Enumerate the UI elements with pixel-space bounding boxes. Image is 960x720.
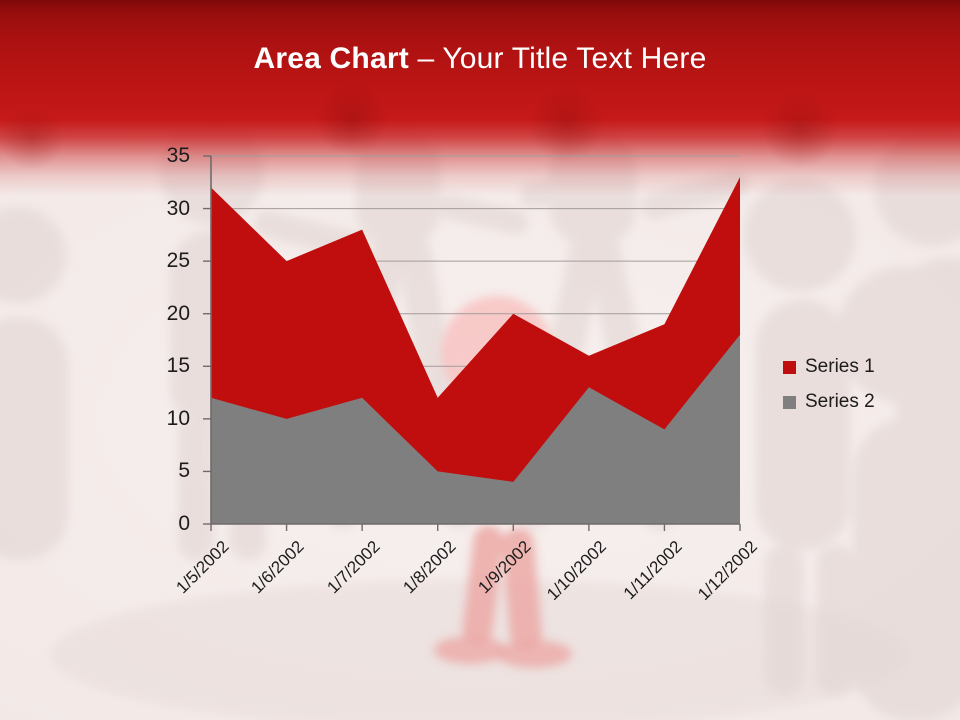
slide-title: Area Chart – Your Title Text Here bbox=[0, 42, 960, 76]
y-axis-tick-label: 35 bbox=[166, 144, 190, 167]
legend-item-series-2: Series 2 bbox=[783, 391, 875, 413]
y-axis-tick-label: 0 bbox=[178, 512, 190, 535]
y-axis-tick-label: 25 bbox=[166, 249, 190, 273]
series-1-swatch bbox=[783, 360, 796, 374]
y-axis-tick-label: 30 bbox=[166, 196, 190, 220]
x-axis-tick-label: 1/12/2002 bbox=[694, 537, 762, 604]
x-axis-tick-label: 1/5/2002 bbox=[172, 537, 233, 598]
slide-title-emphasis: Area Chart bbox=[253, 42, 409, 75]
series-1-label: Series 1 bbox=[805, 356, 875, 377]
x-axis-tick-label: 1/7/2002 bbox=[323, 537, 384, 598]
x-axis-tick-label: 1/11/2002 bbox=[619, 537, 686, 604]
slide-title-text: – Your Title Text Here bbox=[408, 42, 707, 75]
y-axis-tick-label: 5 bbox=[178, 459, 190, 483]
y-axis-tick-label: 15 bbox=[166, 354, 190, 378]
y-axis-tick-label: 20 bbox=[166, 301, 190, 325]
x-axis-tick-label: 1/8/2002 bbox=[398, 537, 460, 598]
title-banner bbox=[0, 0, 960, 196]
chart-legend: Series 1 Series 2 bbox=[783, 356, 875, 426]
plot-area bbox=[203, 155, 741, 531]
series-2-label: Series 2 bbox=[805, 391, 875, 412]
y-axis-tick-label: 10 bbox=[166, 406, 190, 430]
x-axis-tick-label: 1/10/2002 bbox=[543, 537, 611, 604]
series-2-swatch bbox=[783, 395, 796, 409]
legend-item-series-1: Series 1 bbox=[783, 356, 875, 378]
x-axis-tick-label: 1/6/2002 bbox=[247, 537, 309, 598]
x-axis-tick-label: 1/9/2002 bbox=[474, 537, 535, 598]
